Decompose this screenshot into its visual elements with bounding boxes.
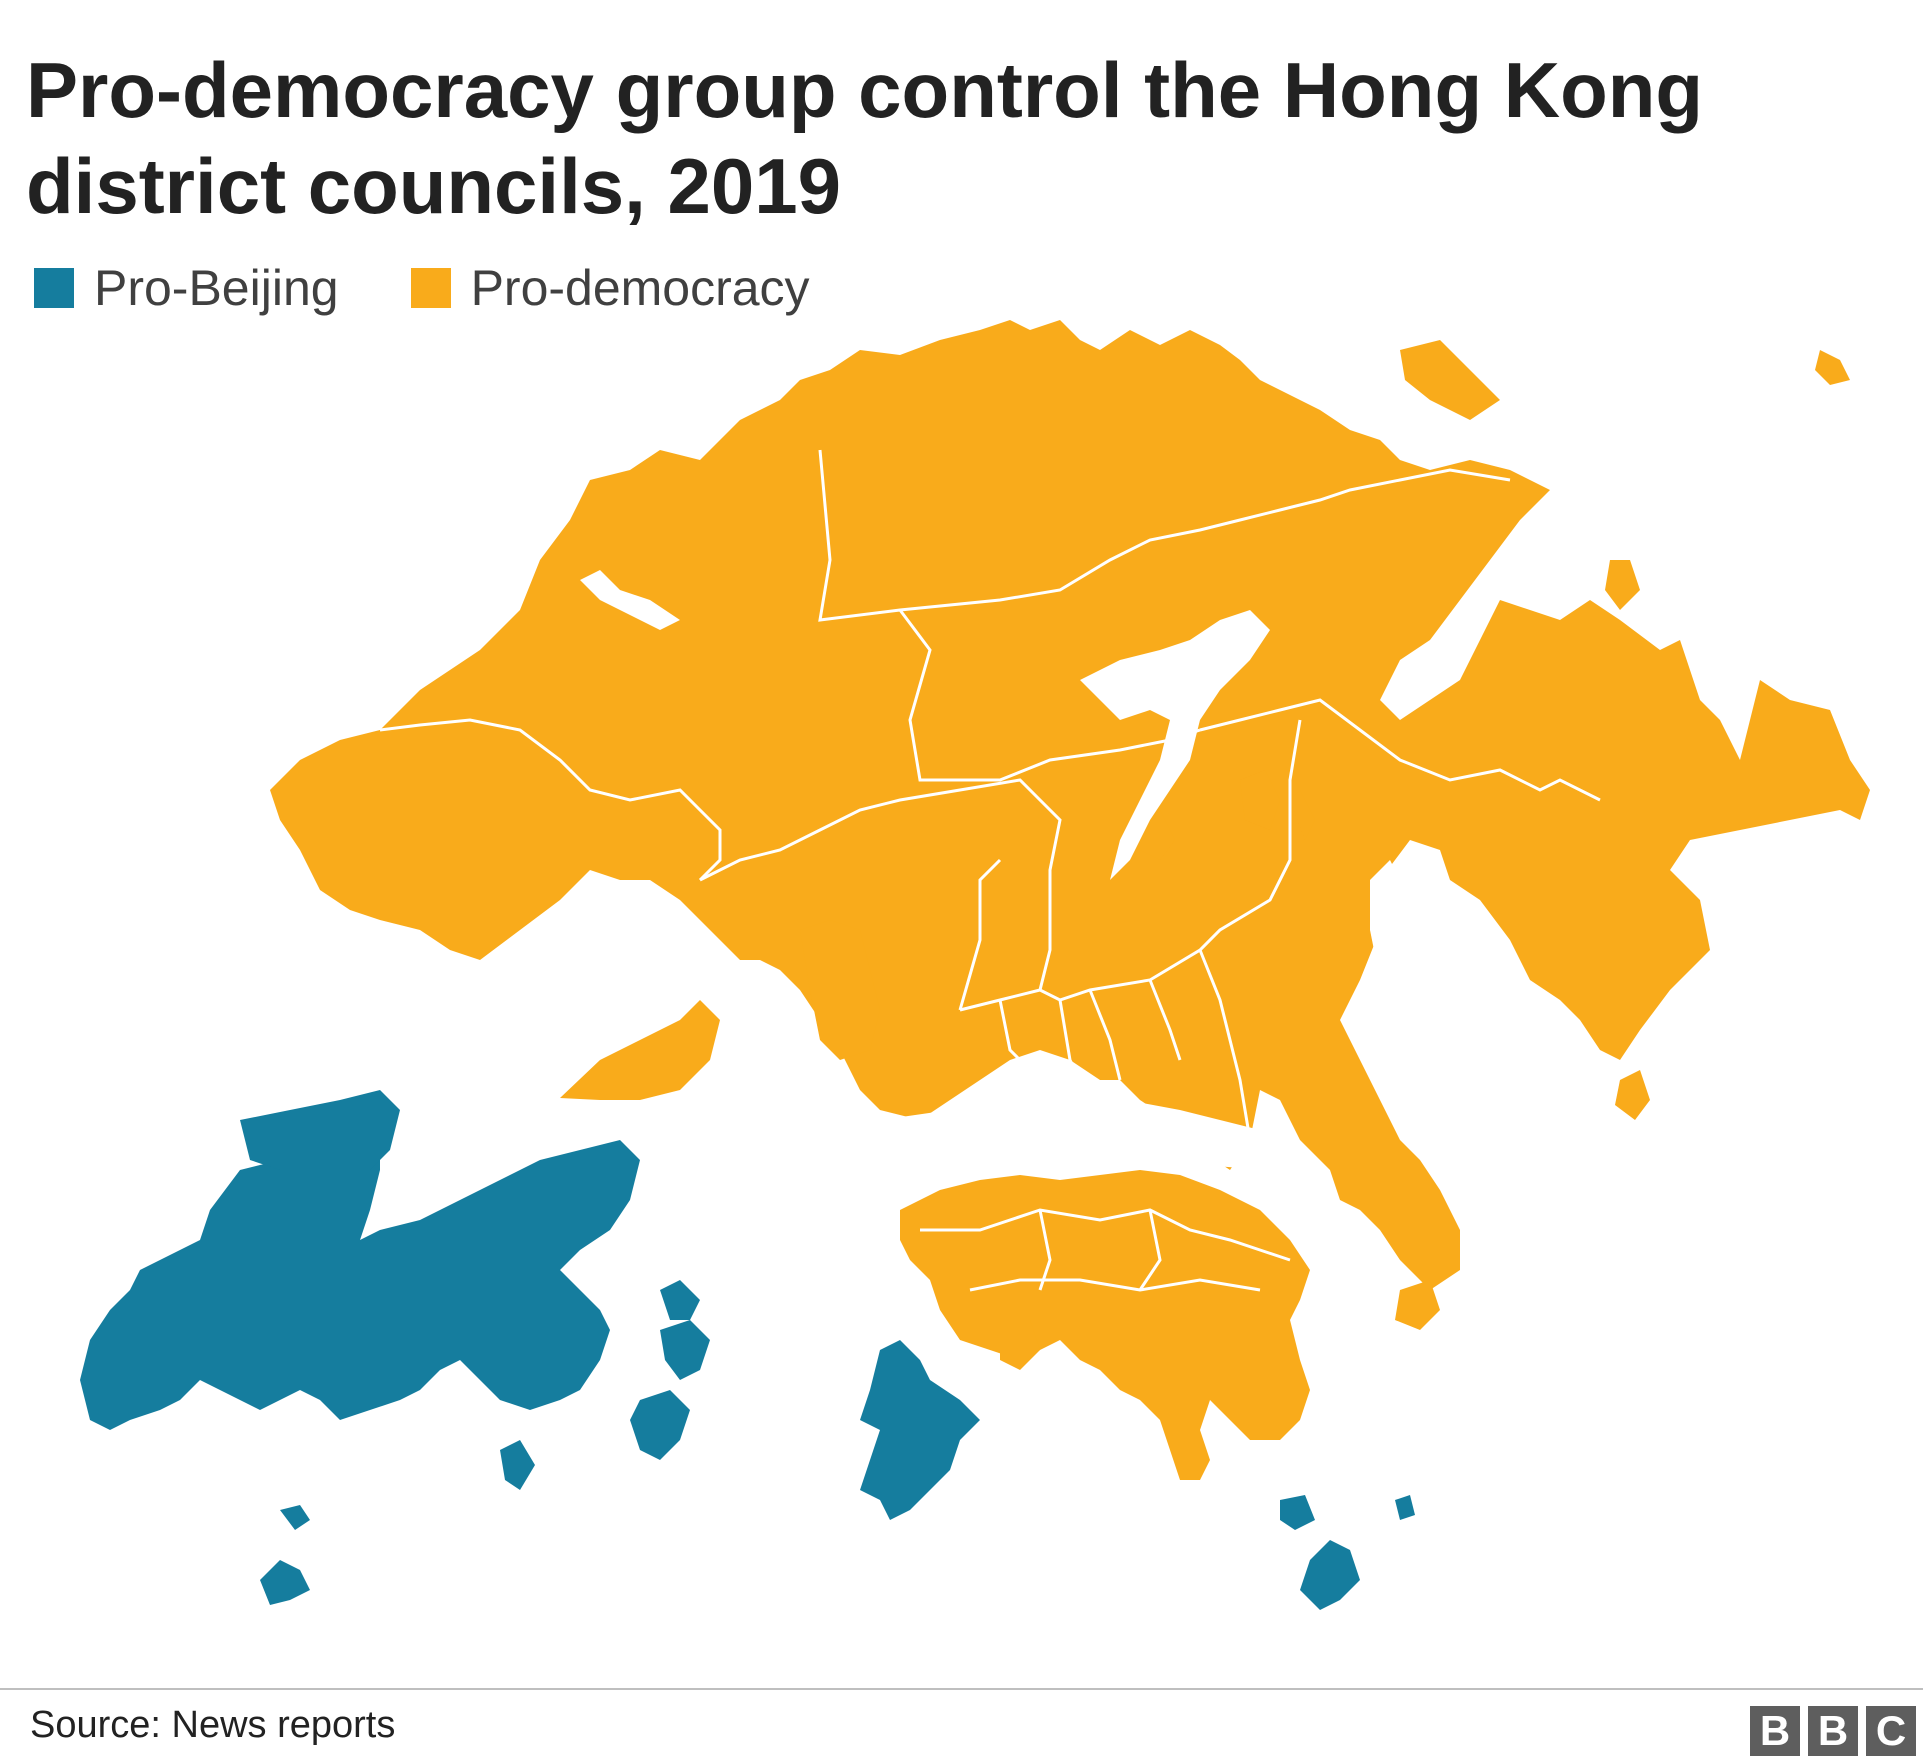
island-north-lantau-strip (560, 1000, 720, 1100)
island-east-tiny (1395, 1495, 1415, 1520)
legend: Pro-Beijing Pro-democracy (34, 258, 882, 318)
inlet-deep-bay (580, 570, 680, 630)
island-small-west-c (280, 1505, 310, 1530)
legend-item-pro-democracy: Pro-democracy (410, 259, 810, 317)
island-chek-lap-kok (240, 1090, 400, 1170)
legend-swatch-pro-democracy (410, 268, 451, 308)
island-north-east-a (1400, 340, 1500, 420)
legend-label-pro-beijing: Pro-Beijing (94, 260, 339, 316)
victoria-harbour (880, 1090, 1300, 1180)
island-cheung-chau-area (860, 1340, 980, 1520)
island-east-b (1815, 350, 1850, 385)
island-peng-chau (660, 1280, 700, 1320)
tolo-harbour (1080, 610, 1270, 880)
legend-label-pro-democracy: Pro-democracy (470, 260, 810, 316)
hong-kong-island (900, 1170, 1310, 1480)
island-po-toi (1300, 1540, 1360, 1610)
region-hong-kong-island (900, 1170, 1310, 1480)
island-hei-ling-chau (630, 1390, 690, 1460)
island-waglan (1280, 1495, 1315, 1530)
district-boundaries (379, 449, 1601, 1292)
region-pro-democracy (270, 320, 1870, 1330)
source-note: Source: News reports (30, 1704, 396, 1746)
port-shelter (1370, 860, 1420, 1000)
inlet-east-b (1440, 890, 1480, 990)
legend-item-pro-beijing: Pro-Beijing (34, 259, 339, 317)
island-lantau (80, 1130, 640, 1430)
hong-kong-map (80, 320, 1870, 1610)
island-sai-kung-a (1240, 770, 1280, 830)
bbc-logo-letter-3: C (1866, 1706, 1916, 1756)
legend-swatch-pro-beijing (34, 268, 74, 308)
map-title: Pro-democracy group control the Hong Kon… (26, 46, 1704, 230)
island-lamma-strip (1000, 1320, 1040, 1370)
island-small-west-a (500, 1440, 535, 1490)
water-bodies (580, 570, 1480, 1180)
region-new-territories-kowloon (270, 320, 1870, 1290)
island-east-a (1605, 560, 1640, 610)
island-sai-kung-b (1290, 790, 1315, 840)
bbc-logo: B B C (1742, 1706, 1916, 1756)
footer-divider (0, 1688, 1923, 1690)
island-east-d (1615, 1070, 1650, 1120)
island-tsing-yi (800, 920, 880, 1060)
region-pro-beijing (80, 1090, 1415, 1610)
island-east-c (1395, 1280, 1440, 1330)
island-small-west-b (260, 1560, 310, 1605)
bbc-logo-letter-2: B (1808, 1706, 1858, 1756)
island-lamma (660, 1320, 710, 1380)
bbc-logo-letter-1: B (1750, 1706, 1800, 1756)
